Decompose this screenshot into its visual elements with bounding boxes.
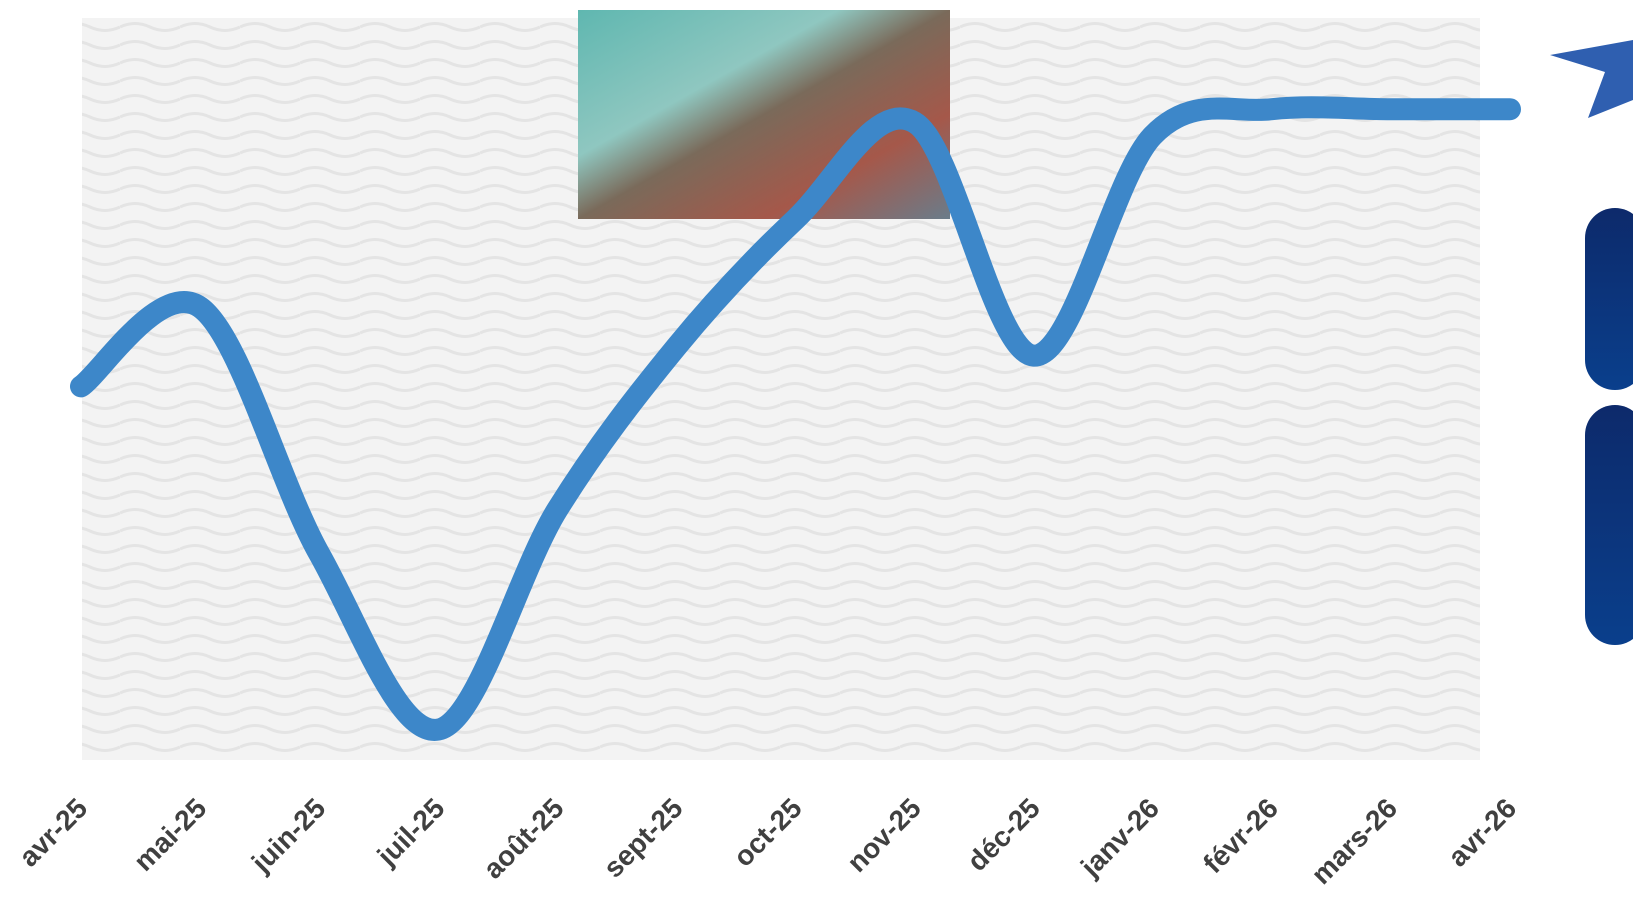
x-tick-label: juin-25 (245, 792, 331, 878)
x-tick-label: févr-26 (1197, 792, 1284, 879)
side-panel (1585, 405, 1633, 645)
x-tick-label: oct-25 (728, 792, 808, 872)
x-tick-label: août-25 (477, 792, 569, 884)
x-tick-label: avr-26 (1442, 792, 1522, 872)
x-tick-label: janv-26 (1074, 792, 1165, 883)
x-tick-label: déc-25 (961, 792, 1046, 877)
line (70, 96, 1521, 741)
side-panel (1585, 208, 1633, 390)
x-tick-label: nov-25 (841, 792, 927, 878)
x-tick-label: avr-25 (13, 792, 93, 872)
x-tick-label: juil-25 (371, 792, 451, 872)
x-tick-label: mai-25 (128, 792, 213, 877)
x-tick-label: sept-25 (597, 792, 688, 883)
x-tick-label: mars-26 (1305, 792, 1403, 890)
logo (1550, 40, 1633, 118)
